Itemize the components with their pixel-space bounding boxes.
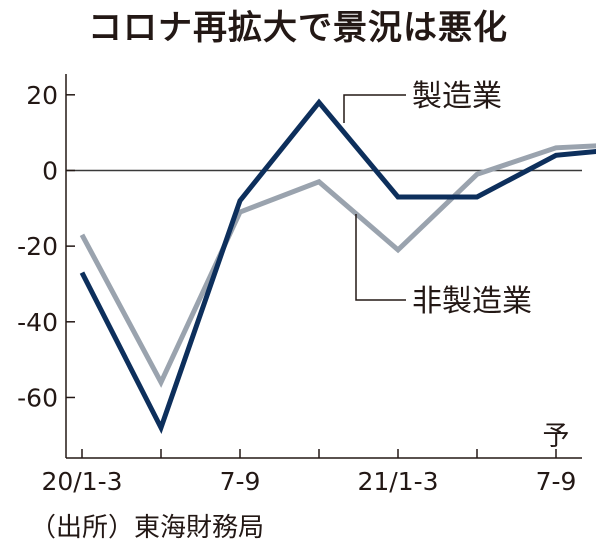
x-tick-label: 7-9 xyxy=(536,467,577,496)
y-tick-label: -40 xyxy=(17,308,58,337)
y-tick-label: 20 xyxy=(26,81,58,110)
forecast-marker: 予 xyxy=(543,421,570,452)
series-label: 製造業 xyxy=(412,79,502,114)
y-tick-label: 0 xyxy=(42,156,58,185)
x-tick-label: 21/1-3 xyxy=(357,467,438,496)
series-line xyxy=(79,143,596,388)
y-tick-label: -60 xyxy=(17,383,58,412)
y-tick-label: -20 xyxy=(17,232,58,261)
x-tick-label: 20/1-3 xyxy=(41,467,122,496)
leader-line xyxy=(355,214,406,301)
series-label: 非製造業 xyxy=(412,284,532,319)
page-title: コロナ再拡大で景況は悪化 xyxy=(88,8,508,48)
x-tick-label: 7-9 xyxy=(220,467,261,496)
series-line xyxy=(79,98,596,435)
source-note: （出所）東海財務局 xyxy=(30,513,265,543)
leader-line xyxy=(343,94,406,123)
